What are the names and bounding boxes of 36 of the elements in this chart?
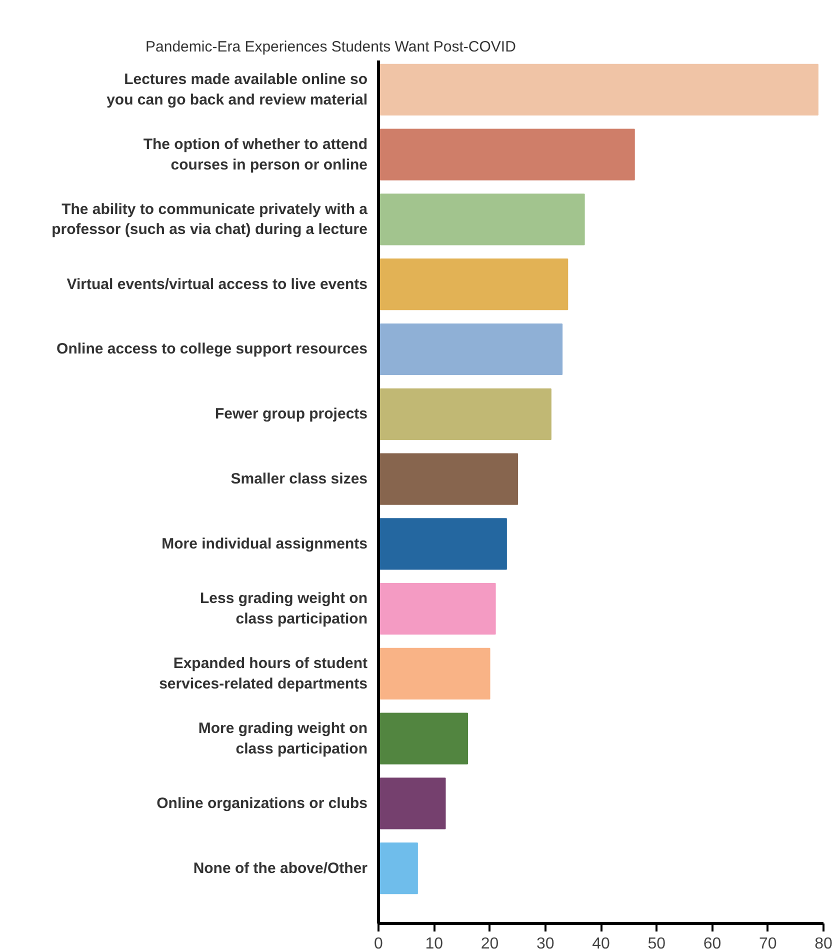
bar bbox=[378, 128, 635, 180]
y-tick-label: Smaller class sizes bbox=[230, 470, 368, 488]
y-tick-label: Lectures made available online so you can go back and review material bbox=[106, 71, 368, 108]
y-tick-label: None of the above/Other bbox=[193, 860, 368, 877]
bar bbox=[378, 194, 585, 246]
bar bbox=[378, 323, 563, 376]
bar bbox=[378, 648, 490, 700]
bar bbox=[378, 712, 468, 764]
bar bbox=[378, 258, 568, 310]
x-tick-label: 40 bbox=[592, 936, 610, 951]
y-tick-label: Virtual events/virtual access to live events bbox=[66, 276, 368, 293]
bar bbox=[378, 518, 507, 570]
x-tick-label: 10 bbox=[425, 936, 444, 951]
bar bbox=[378, 582, 496, 635]
x-tick-label: 60 bbox=[703, 936, 722, 951]
bar bbox=[378, 388, 552, 440]
y-tick-label: Fewer group projects bbox=[214, 406, 368, 423]
bar bbox=[378, 453, 518, 505]
bar bbox=[378, 842, 418, 894]
x-tick-label: 70 bbox=[758, 936, 777, 951]
y-tick-label: More individual assignments bbox=[162, 535, 368, 552]
chart-title: Pandemic-Era Experiences Students Want Post-COVID bbox=[146, 38, 516, 56]
x-tick-label: 80 bbox=[814, 936, 832, 951]
y-tick-label: The ability to communicate privately with a professor (such as via chat) during a lecture bbox=[52, 200, 368, 238]
y-tick-label: The option of whether to attend courses in person or online bbox=[143, 136, 368, 174]
x-tick-label: 20 bbox=[480, 936, 499, 951]
x-tick-label: 50 bbox=[648, 936, 666, 951]
x-tick-label: 30 bbox=[536, 936, 554, 951]
y-tick-label: More grading weight on class participation bbox=[198, 720, 368, 758]
y-tick-label: Expanded hours of student services-related departments bbox=[159, 654, 368, 692]
y-tick-label: Less grading weight on class participation bbox=[200, 590, 368, 628]
y-tick-label: Online organizations or clubs bbox=[156, 794, 368, 812]
bar bbox=[378, 64, 818, 116]
x-tick-label: 0 bbox=[374, 936, 384, 951]
bar bbox=[378, 778, 446, 830]
y-tick-label: Online access to college support resources bbox=[56, 340, 368, 358]
